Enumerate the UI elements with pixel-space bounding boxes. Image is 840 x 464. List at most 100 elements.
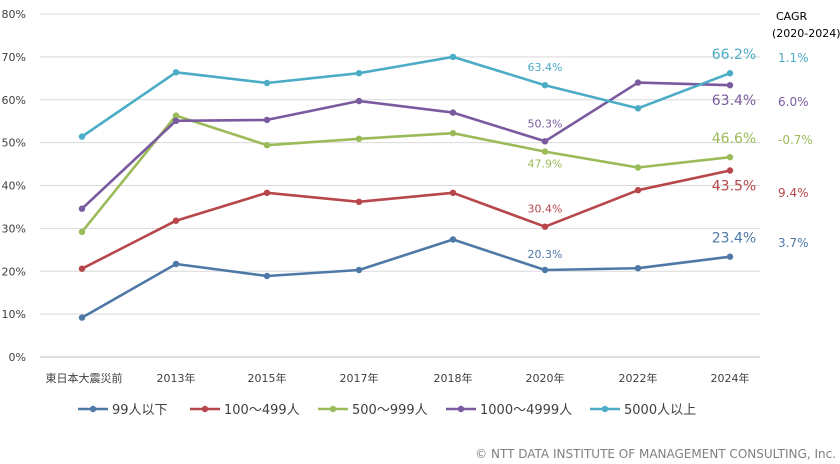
series-2 — [78, 167, 734, 272]
y-tick-label: 40% — [2, 180, 26, 193]
label-2024: 46.6% — [712, 131, 756, 147]
x-axis-ticks: 東日本大震災前 2013年 2015年 2017年 2018年 2020年 2022年 202… — [46, 371, 750, 385]
label-2020: 20.3% — [528, 248, 563, 261]
x-tick-label: 2017年 — [340, 371, 379, 385]
data-point — [449, 53, 457, 61]
legend-swatch-marker — [601, 405, 609, 413]
series-line — [81, 238, 731, 319]
legend: 99人以下 100～499人 500～999人 1000～4999人 5000人以上 — [78, 403, 696, 418]
data-point — [355, 135, 363, 142]
cagr-title: CAGR — [776, 10, 808, 23]
legend-item: 100～499人 — [190, 403, 300, 418]
label-2020: 63.4% — [528, 61, 563, 74]
series-line — [81, 81, 731, 210]
data-point — [449, 109, 457, 116]
x-tick-label: 2020年 — [526, 371, 565, 385]
x-tick-label: 2015年 — [248, 371, 287, 385]
data-point — [78, 228, 86, 235]
series-line — [81, 169, 731, 270]
legend-item: 500～999人 — [318, 403, 428, 418]
cagr-value: -0.7% — [778, 133, 813, 147]
y-tick-label: 80% — [2, 8, 26, 21]
legend-label: 100～499人 — [224, 403, 300, 418]
x-tick-label: 2022年 — [619, 371, 658, 385]
data-point — [634, 187, 642, 194]
data-point — [78, 133, 86, 140]
data-point — [726, 82, 734, 89]
data-point — [726, 253, 734, 260]
y-axis-ticks: 0% 10% 20% 30% 40% 50% 60% 70% 80% — [2, 8, 26, 364]
legend-item: 99人以下 — [78, 403, 168, 418]
data-point — [263, 116, 271, 124]
label-2020: 30.4% — [528, 203, 563, 216]
data-point — [263, 189, 271, 196]
data-point — [355, 70, 363, 77]
data-point — [172, 117, 180, 125]
data-point — [541, 82, 549, 89]
series-1 — [78, 236, 734, 321]
series-4 — [78, 79, 734, 212]
data-point — [355, 97, 363, 105]
data-labels: 63.4% 66.2% 50.3% 63.4% 47.9% 46.6% 30.4% 43.5%… — [528, 47, 757, 261]
copyright-text: © NTT DATA INSTITUTE OF MANAGEMENT CONSU… — [475, 447, 836, 461]
data-point — [541, 138, 549, 145]
data-point — [634, 164, 642, 171]
legend-item: 1000～4999人 — [446, 403, 572, 418]
data-point — [355, 266, 363, 274]
data-point — [78, 314, 86, 321]
cagr-value: 3.7% — [778, 236, 809, 250]
x-tick-label: 2024年 — [711, 371, 750, 385]
label-2024: 23.4% — [712, 231, 756, 247]
legend-swatch-marker — [457, 405, 465, 413]
series-line — [81, 55, 731, 138]
y-tick-label: 20% — [2, 265, 26, 278]
data-point — [172, 217, 180, 224]
legend-label: 5000人以上 — [624, 403, 696, 418]
label-2024: 63.4% — [712, 93, 756, 109]
data-point — [263, 79, 271, 87]
data-point — [263, 272, 271, 280]
data-point — [172, 260, 180, 268]
y-tick-label: 50% — [2, 137, 26, 150]
cagr-value: 6.0% — [778, 95, 809, 109]
label-2024: 66.2% — [712, 47, 756, 63]
cagr-value: 1.1% — [778, 51, 809, 65]
data-point — [726, 70, 734, 77]
series-3 — [78, 112, 734, 235]
data-point — [726, 154, 734, 161]
data-point — [541, 148, 549, 155]
cagr-value: 9.4% — [778, 186, 809, 200]
cagr-period: (2020-2024) — [772, 27, 840, 40]
data-point — [634, 79, 642, 86]
series-layer — [78, 53, 734, 321]
data-point — [355, 198, 363, 205]
data-point — [726, 167, 734, 174]
data-point — [172, 112, 180, 119]
y-tick-label: 60% — [2, 94, 26, 107]
y-tick-label: 30% — [2, 222, 26, 235]
data-point — [78, 205, 86, 212]
x-tick-label: 2018年 — [434, 371, 473, 385]
data-point — [449, 130, 457, 137]
series-line — [80, 114, 731, 233]
cagr-header: CAGR (2020-2024) — [772, 10, 840, 40]
data-point — [541, 223, 549, 230]
label-2024: 43.5% — [712, 179, 756, 195]
series-5 — [78, 53, 734, 140]
label-2020: 50.3% — [528, 117, 563, 130]
data-point — [263, 142, 271, 149]
legend-swatch-marker — [329, 405, 337, 413]
legend-swatch-marker — [201, 405, 209, 413]
data-point — [634, 105, 642, 112]
x-tick-label: 2013年 — [157, 371, 196, 385]
data-point — [634, 265, 642, 272]
data-point — [449, 236, 457, 243]
data-point — [449, 189, 457, 196]
legend-swatch-marker — [89, 405, 97, 413]
y-tick-label: 0% — [9, 351, 26, 364]
legend-label: 99人以下 — [112, 403, 168, 418]
data-point — [78, 265, 86, 272]
legend-label: 1000～4999人 — [480, 403, 572, 418]
x-tick-label: 東日本大震災前 — [46, 371, 123, 385]
data-point — [541, 266, 549, 274]
